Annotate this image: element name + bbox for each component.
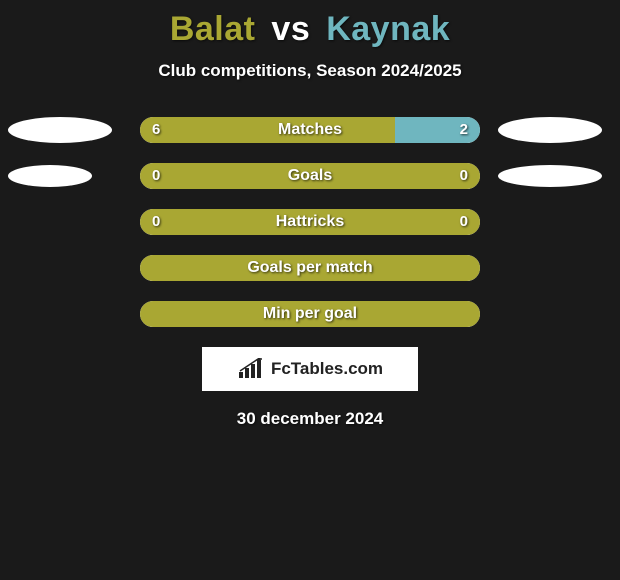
badge-text: FcTables.com	[271, 359, 383, 379]
stat-row: Hattricks0 0	[0, 209, 620, 235]
player1-name: Balat	[170, 10, 256, 48]
stat-label: Goals	[140, 163, 480, 189]
stat-row: Goals0 0	[0, 163, 620, 189]
stat-bar: Hattricks0 0	[140, 209, 480, 235]
page-title: Balat vs Kaynak	[0, 0, 620, 49]
stat-value-left: 0	[152, 209, 160, 235]
stat-row: Matches6 2	[0, 117, 620, 143]
chart-icon	[237, 358, 265, 380]
stat-bar: Goals0 0	[140, 163, 480, 189]
stat-label: Matches	[140, 117, 480, 143]
stat-bar: Min per goal	[140, 301, 480, 327]
stat-row: Min per goal	[0, 301, 620, 327]
subtitle: Club competitions, Season 2024/2025	[0, 61, 620, 81]
stat-bar: Goals per match	[140, 255, 480, 281]
stat-value-right: 0	[460, 163, 468, 189]
stat-bar: Matches6 2	[140, 117, 480, 143]
stat-label: Hattricks	[140, 209, 480, 235]
vs-label: vs	[265, 10, 316, 48]
player2-ellipse	[498, 165, 602, 187]
stat-value-left: 6	[152, 117, 160, 143]
stat-value-left: 0	[152, 163, 160, 189]
player2-ellipse	[498, 117, 602, 143]
stat-label: Goals per match	[140, 255, 480, 281]
date-label: 30 december 2024	[0, 409, 620, 429]
stat-label: Min per goal	[140, 301, 480, 327]
player1-ellipse	[8, 165, 92, 187]
stat-rows: Matches62Goals00Hattricks00Goals per mat…	[0, 117, 620, 327]
player2-name: Kaynak	[326, 10, 450, 48]
stat-row: Goals per match	[0, 255, 620, 281]
stat-value-right: 2	[460, 117, 468, 143]
fctables-badge: FcTables.com	[202, 347, 418, 391]
player1-ellipse	[8, 117, 112, 143]
stat-value-right: 0	[460, 209, 468, 235]
